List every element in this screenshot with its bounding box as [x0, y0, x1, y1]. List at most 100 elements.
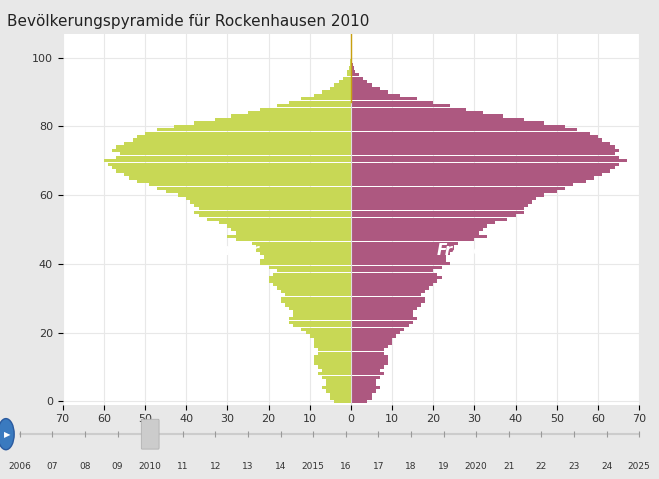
Bar — [129, 176, 351, 180]
Bar — [227, 235, 351, 238]
Bar — [351, 101, 434, 104]
Bar — [351, 286, 429, 289]
Bar — [351, 252, 450, 255]
Bar — [256, 249, 351, 251]
Bar — [264, 255, 351, 259]
Bar — [351, 128, 577, 131]
Bar — [306, 331, 351, 334]
Bar — [194, 211, 351, 214]
Bar — [351, 241, 458, 245]
Bar — [277, 286, 351, 289]
Text: 12: 12 — [210, 462, 221, 471]
Bar — [351, 317, 417, 320]
Bar — [347, 70, 351, 73]
Bar — [351, 396, 372, 399]
Bar — [273, 283, 351, 286]
Bar — [351, 358, 388, 362]
Bar — [104, 159, 351, 162]
Bar — [314, 345, 351, 348]
Bar — [145, 132, 351, 135]
Text: Frauen: Frauen — [437, 242, 496, 258]
Bar — [318, 372, 351, 376]
Bar — [351, 355, 388, 358]
Text: 19: 19 — [438, 462, 449, 471]
Bar — [351, 180, 586, 183]
Bar — [108, 162, 351, 166]
Bar — [351, 369, 380, 372]
Bar — [149, 183, 351, 186]
Bar — [285, 293, 351, 297]
Bar — [252, 241, 351, 245]
Bar — [293, 310, 351, 314]
Bar — [351, 238, 474, 241]
Text: Bevölkerungspyramide für Rockenhausen 2010: Bevölkerungspyramide für Rockenhausen 20… — [7, 14, 369, 29]
Text: 2010: 2010 — [139, 462, 161, 471]
Text: 2025: 2025 — [628, 462, 650, 471]
Bar — [351, 135, 598, 138]
Bar — [318, 348, 351, 352]
Bar — [227, 224, 351, 228]
Bar — [326, 389, 351, 393]
Bar — [125, 173, 351, 176]
Bar — [351, 183, 573, 186]
Bar — [351, 228, 482, 231]
Bar — [351, 214, 516, 217]
Text: 21: 21 — [503, 462, 515, 471]
FancyBboxPatch shape — [141, 419, 159, 449]
Bar — [293, 314, 351, 317]
Bar — [186, 197, 351, 200]
Bar — [231, 114, 351, 118]
Bar — [351, 83, 372, 87]
Bar — [351, 173, 602, 176]
Bar — [351, 365, 384, 368]
Bar — [137, 135, 351, 138]
Bar — [289, 101, 351, 104]
Bar — [351, 245, 454, 248]
Bar — [314, 338, 351, 341]
Bar — [314, 358, 351, 362]
Bar — [351, 320, 413, 324]
Bar — [351, 217, 507, 221]
Bar — [260, 107, 351, 111]
Bar — [351, 132, 590, 135]
Bar — [335, 83, 351, 87]
Bar — [351, 334, 396, 338]
Bar — [326, 383, 351, 386]
Bar — [322, 369, 351, 372]
Bar — [351, 145, 614, 148]
Bar — [351, 235, 487, 238]
Bar — [351, 283, 434, 286]
Bar — [351, 352, 384, 355]
Text: 13: 13 — [243, 462, 254, 471]
Bar — [351, 231, 478, 235]
Bar — [302, 97, 351, 101]
Bar — [351, 300, 425, 303]
Bar — [121, 152, 351, 156]
Text: 14: 14 — [275, 462, 286, 471]
Text: Männer: Männer — [195, 242, 260, 258]
Bar — [330, 87, 351, 90]
Bar — [351, 376, 380, 379]
Text: 17: 17 — [372, 462, 384, 471]
Bar — [116, 145, 351, 148]
Bar — [326, 379, 351, 382]
Bar — [351, 379, 376, 382]
Bar — [194, 121, 351, 125]
Circle shape — [0, 419, 14, 450]
Text: 11: 11 — [177, 462, 188, 471]
Bar — [351, 70, 355, 73]
Bar — [125, 142, 351, 145]
Bar — [281, 297, 351, 300]
Bar — [269, 276, 351, 279]
Bar — [351, 259, 445, 262]
Bar — [112, 149, 351, 152]
Bar — [165, 190, 351, 194]
Bar — [219, 221, 351, 224]
Bar — [351, 249, 454, 251]
Text: 22: 22 — [536, 462, 547, 471]
Text: 18: 18 — [405, 462, 416, 471]
Bar — [132, 138, 351, 142]
Bar — [236, 238, 351, 241]
Text: ▶: ▶ — [4, 430, 10, 439]
Bar — [260, 252, 351, 255]
